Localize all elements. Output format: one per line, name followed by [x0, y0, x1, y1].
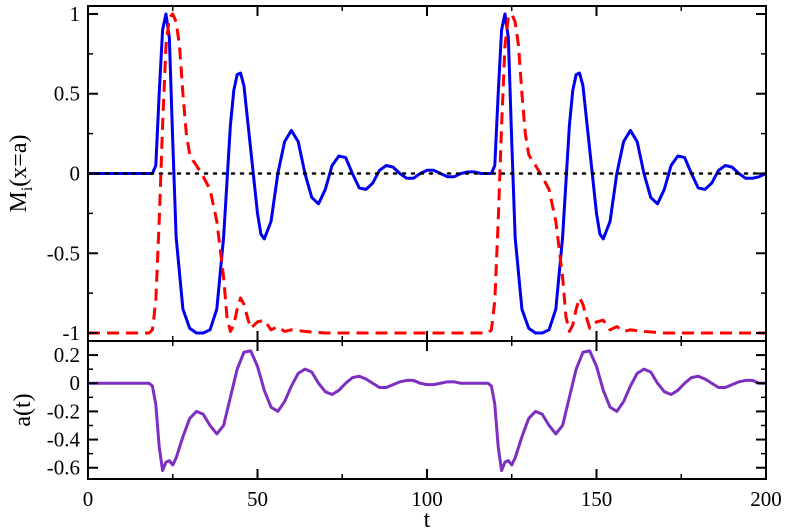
bottom-ytick-label: 0	[70, 371, 81, 395]
top-series-1-line	[88, 12, 766, 335]
bottom-ytick-label: -0.6	[47, 456, 80, 480]
top-panel: -1 -0.5 0 0.5 1 Mi(x=a)	[6, 2, 767, 345]
bottom-frame	[87, 340, 767, 480]
bottom-ytick-label: -0.2	[47, 399, 80, 423]
bottom-series-0-line	[88, 349, 766, 473]
bottom-xlabel: t	[424, 507, 431, 531]
top-ytick-label: -0.5	[47, 241, 80, 265]
bottom-ytick-label: 0.2	[54, 343, 80, 367]
bottom-ylabel: a(t)	[10, 393, 36, 426]
bottom-xtick-label: 100	[411, 487, 443, 511]
top-ytick-label: 1	[70, 2, 81, 26]
bottom-xtick-label: 0	[83, 487, 94, 511]
bottom-panel: -0.6 -0.4 -0.2 0 0.2 0 50 100 150 200 a(t) t	[10, 340, 782, 531]
bottom-ytick-label: -0.4	[47, 428, 81, 452]
bottom-xtick-label: 150	[581, 487, 613, 511]
bottom-xtick-label: 200	[750, 487, 782, 511]
top-ytick-label: 0	[70, 162, 81, 186]
top-ytick-label: 0.5	[54, 82, 80, 106]
top-series-0-line	[88, 12, 766, 335]
top-ylabel: Mi(x=a)	[6, 135, 36, 213]
bottom-xtick-label: 50	[247, 487, 268, 511]
top-ytick-label: -1	[63, 321, 81, 345]
